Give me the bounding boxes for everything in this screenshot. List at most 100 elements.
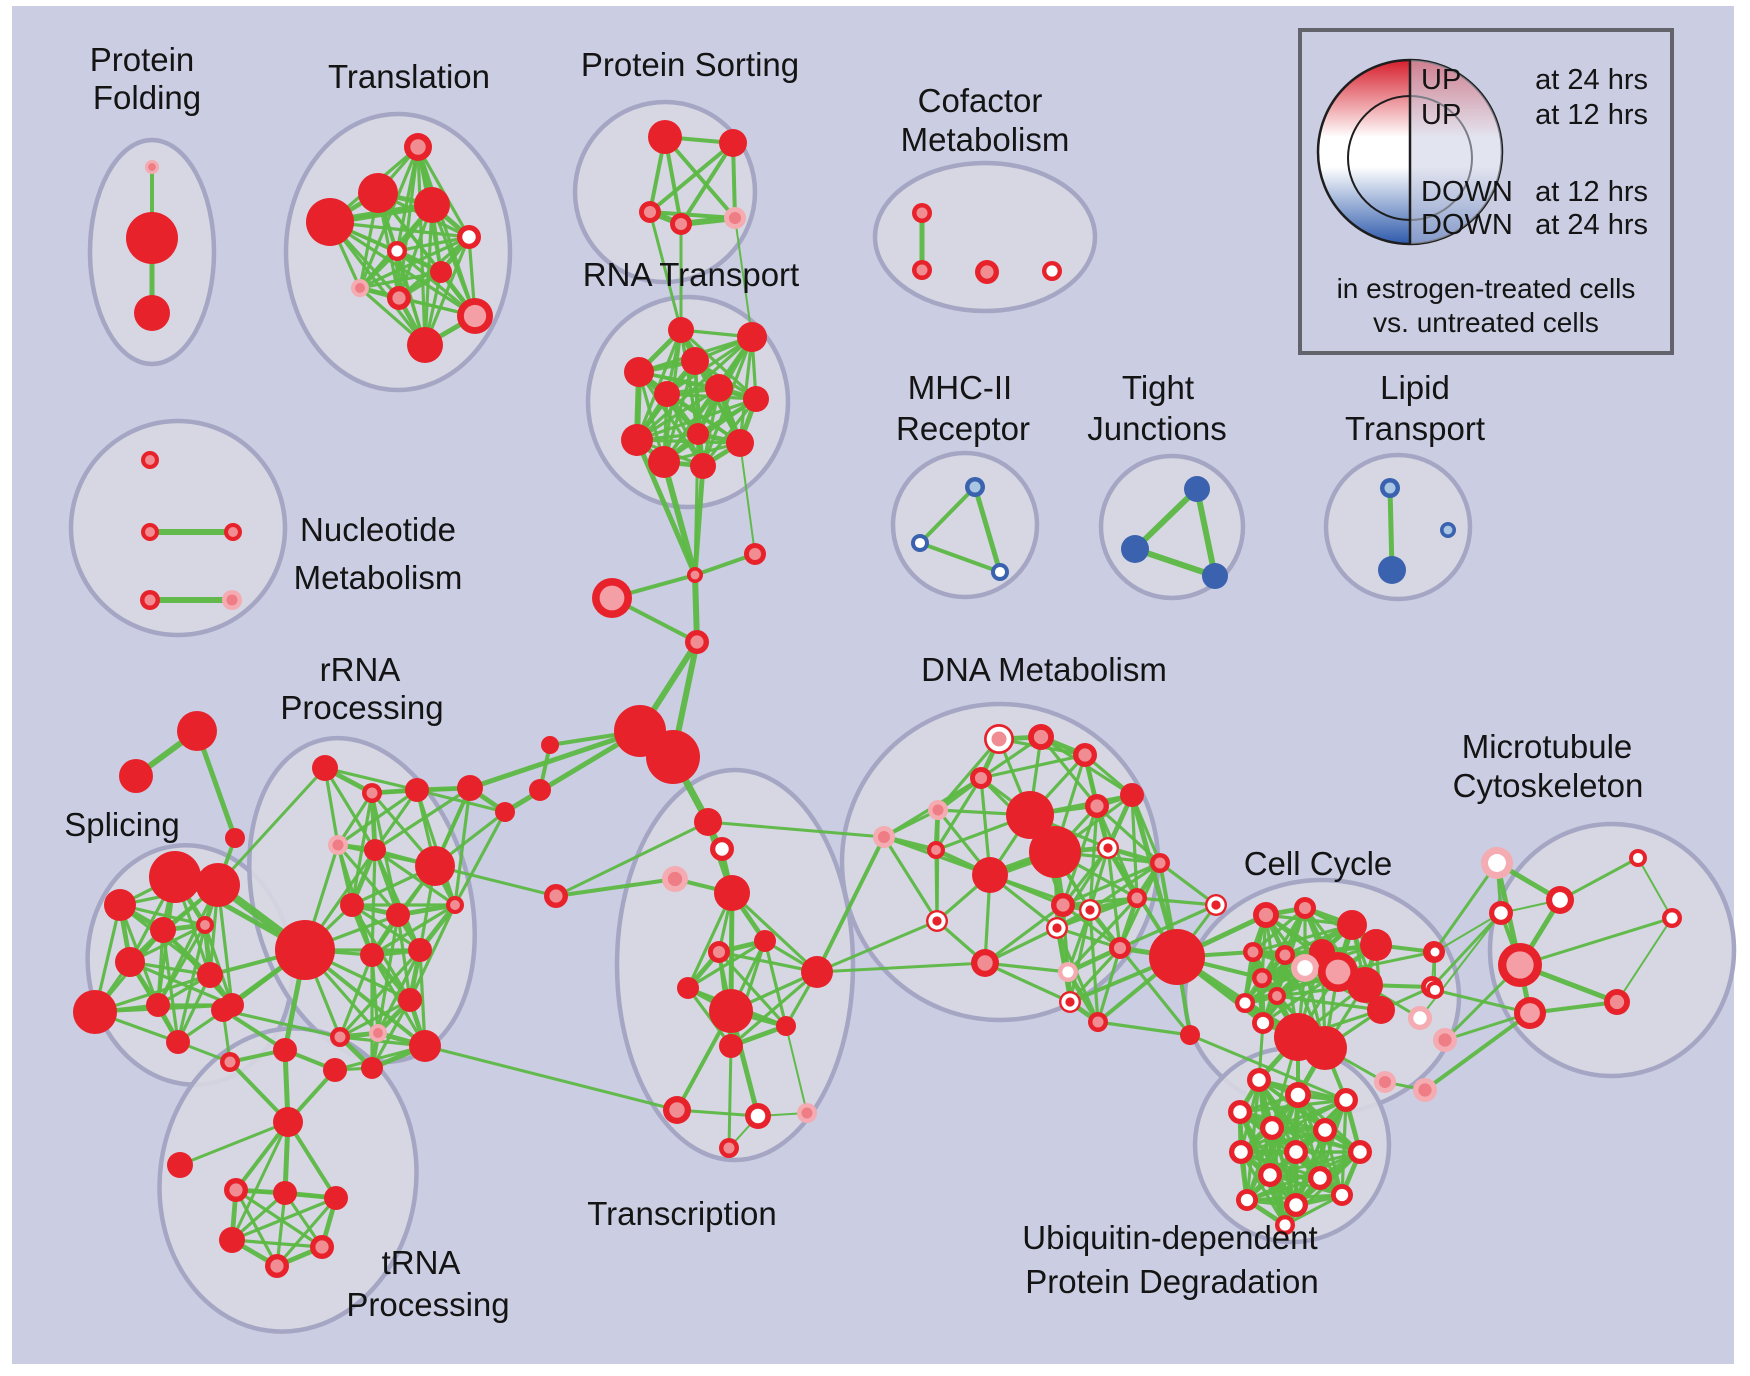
- gene-node-layer: [801, 956, 833, 988]
- gene-node: [719, 1138, 739, 1158]
- gene-node-layer: [1033, 729, 1049, 745]
- gene-node-layer: [681, 347, 709, 375]
- gene-node-layer: [1552, 892, 1568, 908]
- legend: UP at 24 hrs UP at 12 hrs DOWN at 12 hrs DOWN a…: [1298, 28, 1674, 355]
- gene-node: [1374, 1071, 1396, 1093]
- gene-node: [1247, 1068, 1271, 1092]
- legend-direction-label: UP: [1421, 64, 1461, 96]
- gene-node: [166, 1030, 190, 1054]
- gene-node-layer: [323, 1058, 347, 1082]
- gene-node: [970, 767, 992, 789]
- interaction-edge: [665, 335, 754, 396]
- interaction-edge: [983, 961, 1072, 1004]
- interaction-edge: [679, 328, 758, 401]
- interaction-edge: [1423, 1011, 1532, 1092]
- gene-node: [1378, 556, 1406, 584]
- gene-node-layer: [1378, 1075, 1392, 1089]
- interaction-edge: [370, 953, 380, 1035]
- gene-node-layer: [398, 988, 422, 1012]
- gene-node: [273, 1107, 303, 1137]
- gene-node: [330, 1027, 350, 1047]
- gene-node: [648, 446, 680, 478]
- gene-node-layer: [1154, 857, 1166, 869]
- gene-node: [714, 875, 750, 911]
- gene-node-layer: [1247, 946, 1259, 958]
- gene-node: [1229, 1140, 1253, 1164]
- gene-node: [926, 910, 948, 932]
- gene-node-layer: [1367, 996, 1395, 1024]
- gene-node-layer: [674, 217, 688, 231]
- legend-faded-half: [1410, 60, 1502, 244]
- gene-node: [409, 1030, 441, 1062]
- interaction-edge: [1518, 916, 1674, 967]
- cluster-label: Microtubule: [1462, 728, 1633, 765]
- cluster-label: Metabolism: [901, 121, 1070, 158]
- gene-node-layer: [73, 990, 117, 1034]
- gene-node: [710, 837, 734, 861]
- interaction-edge: [415, 788, 507, 814]
- gene-node: [639, 201, 661, 223]
- gene-node: [196, 863, 240, 907]
- gene-node: [1275, 945, 1295, 965]
- interaction-edge: [1238, 1110, 1327, 1132]
- gene-node-layer: [1438, 1033, 1452, 1047]
- gene-node: [1313, 1118, 1337, 1142]
- gene-node: [1367, 996, 1395, 1024]
- interaction-edge: [230, 1238, 324, 1249]
- gene-node: [737, 322, 767, 352]
- gene-node: [141, 451, 159, 469]
- interaction-edge: [395, 235, 471, 253]
- gene-node: [265, 1254, 289, 1278]
- gene-node-layer: [1052, 923, 1062, 933]
- gene-node: [324, 1186, 348, 1210]
- gene-node: [1498, 943, 1542, 987]
- gene-node: [754, 930, 776, 952]
- cluster-label: Processing: [280, 689, 443, 726]
- gene-node-layer: [324, 1186, 348, 1210]
- gene-node: [177, 711, 217, 751]
- gene-node-layer: [916, 207, 928, 219]
- gene-node: [1413, 1078, 1437, 1102]
- gene-node: [719, 129, 747, 157]
- cluster-label: Cell Cycle: [1244, 845, 1393, 882]
- gene-node-layer: [668, 317, 694, 343]
- gene-node: [328, 835, 348, 855]
- gene-node: [1489, 901, 1513, 925]
- gene-node-layer: [624, 357, 654, 387]
- gene-node: [1360, 929, 1392, 961]
- interaction-edge: [203, 923, 234, 1007]
- gene-node: [708, 941, 730, 963]
- interaction-edge: [230, 1120, 290, 1242]
- gene-node: [387, 286, 411, 310]
- gene-node: [1440, 522, 1456, 538]
- gene-node: [1260, 1116, 1284, 1140]
- gene-node: [1275, 1215, 1295, 1235]
- cluster-label: Receptor: [896, 410, 1030, 447]
- gene-node-layer: [728, 211, 742, 225]
- gene-node-layer: [1666, 912, 1678, 924]
- gene-node: [797, 1103, 817, 1123]
- gene-node-layer: [1339, 1093, 1353, 1107]
- gene-node-layer: [149, 851, 201, 903]
- interaction-edge: [882, 835, 939, 923]
- gene-node-layer: [1029, 826, 1081, 878]
- gene-node-layer: [1279, 949, 1291, 961]
- cluster-label: Processing: [346, 1286, 509, 1323]
- gene-node-layer: [1297, 960, 1313, 976]
- gene-node-layer: [549, 889, 563, 903]
- interaction-edge: [408, 903, 457, 1002]
- gene-node: [1285, 1082, 1311, 1108]
- interaction-edge: [663, 135, 737, 220]
- interaction-edge: [1616, 917, 1673, 1003]
- gene-node: [360, 943, 384, 967]
- legend-direction-label: DOWN: [1421, 209, 1513, 241]
- gene-node-layer: [677, 977, 699, 999]
- gene-node-layer: [1234, 1145, 1248, 1159]
- gene-node: [387, 241, 407, 261]
- gene-node-layer: [1290, 1087, 1306, 1103]
- interaction-edge: [336, 791, 374, 847]
- gene-node-layer: [366, 787, 378, 799]
- gene-node: [141, 523, 159, 541]
- gene-node-layer: [450, 900, 460, 910]
- gene-node: [1202, 563, 1228, 589]
